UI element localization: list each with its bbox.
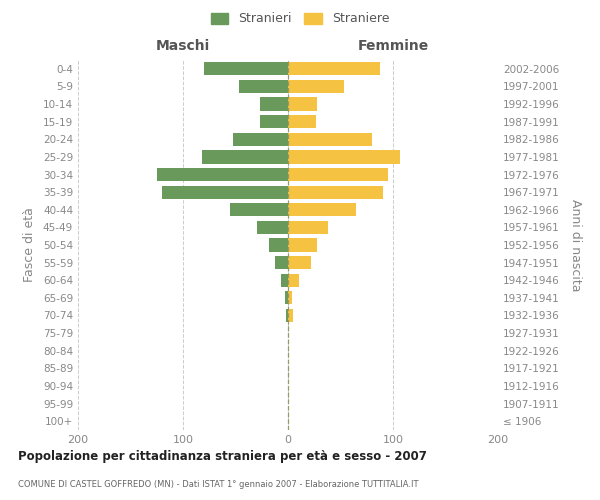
Y-axis label: Anni di nascita: Anni di nascita [569, 198, 582, 291]
Bar [239, 80, 288, 93]
Bar [257, 221, 288, 234]
Bar [288, 256, 311, 269]
Bar [288, 98, 317, 110]
Bar [204, 62, 288, 76]
Text: Popolazione per cittadinanza straniera per età e sesso - 2007: Popolazione per cittadinanza straniera p… [18, 450, 427, 463]
Bar [288, 186, 383, 198]
Bar [288, 221, 328, 234]
Bar [281, 274, 288, 287]
Bar [288, 238, 317, 252]
Bar [157, 168, 288, 181]
Bar [288, 168, 388, 181]
Bar [288, 132, 372, 146]
Bar [288, 291, 292, 304]
Bar [286, 309, 288, 322]
Bar [162, 186, 288, 198]
Bar [260, 115, 288, 128]
Legend: Stranieri, Straniere: Stranieri, Straniere [207, 8, 393, 29]
Bar [288, 150, 400, 164]
Bar [288, 80, 344, 93]
Bar [288, 203, 356, 216]
Bar [233, 132, 288, 146]
Text: Maschi: Maschi [156, 38, 210, 52]
Bar [285, 291, 288, 304]
Text: Femmine: Femmine [358, 38, 428, 52]
Bar [288, 309, 293, 322]
Bar [230, 203, 288, 216]
Bar [269, 238, 288, 252]
Bar [202, 150, 288, 164]
Bar [260, 98, 288, 110]
Bar [288, 62, 380, 76]
Bar [288, 115, 316, 128]
Text: COMUNE DI CASTEL GOFFREDO (MN) - Dati ISTAT 1° gennaio 2007 - Elaborazione TUTTI: COMUNE DI CASTEL GOFFREDO (MN) - Dati IS… [18, 480, 419, 489]
Bar [275, 256, 288, 269]
Y-axis label: Fasce di età: Fasce di età [23, 208, 36, 282]
Bar [288, 274, 299, 287]
